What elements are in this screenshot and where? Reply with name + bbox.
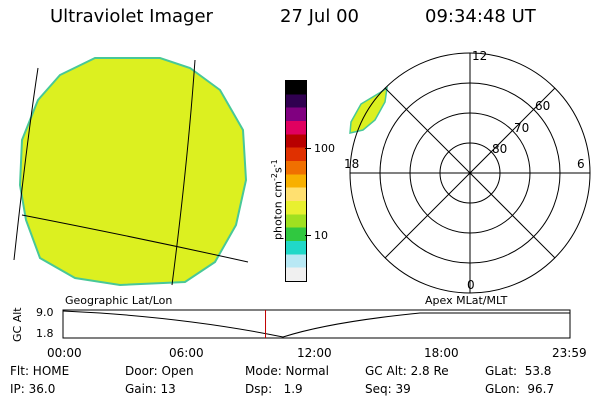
timeline-xtick: 18:00 (424, 346, 459, 360)
timeline-right-caption: Apex MLat/MLT (425, 294, 508, 307)
flight-info: Flt: HOME (10, 364, 70, 378)
latitude-line (21, 214, 249, 263)
timeline-ylabel: GC Alt (11, 307, 24, 342)
instrument-title: Ultraviolet Imager (50, 6, 213, 27)
mlt-label-0: 0 (467, 278, 475, 292)
glon-info: GLon: 96.7 (485, 382, 555, 396)
mlt-label-18: 18 (344, 157, 359, 171)
image-time: 09:34:48 UT (425, 6, 536, 27)
mlt-line (384, 87, 556, 259)
ip-info: IP: 36.0 (10, 382, 56, 396)
uv-emission-area (18, 57, 248, 287)
unit-exponent: -2 (270, 173, 279, 182)
color-scale-bar (285, 80, 307, 282)
unit-text: s (271, 167, 285, 174)
image-date: 27 Jul 00 (280, 6, 359, 27)
timeline-xtick: 00:00 (47, 346, 82, 360)
colorbar-unit-label: photon cm-2s-1 (270, 159, 285, 240)
timeline-frame (62, 309, 571, 339)
unit-text: photon cm (271, 181, 285, 240)
timeline-left-caption: Geographic Lat/Lon (65, 294, 173, 307)
altitude-curve (62, 310, 570, 338)
timeline-xtick: 23:59 (552, 346, 587, 360)
colorbar-tick-mark (305, 148, 311, 149)
longitude-line (171, 59, 196, 286)
glat-info: GLat: 53.8 (485, 364, 552, 378)
mlt-label-12: 12 (472, 49, 487, 63)
dsp-info: Dsp: 1.9 (245, 382, 303, 396)
geographic-image (13, 57, 249, 287)
timeline-ytick-9: 9.0 (36, 306, 54, 319)
mlt-label-6: 6 (577, 157, 585, 171)
gc-alt-info: GC Alt: 2.8 Re (365, 364, 449, 378)
timeline-xtick: 06:00 (169, 346, 204, 360)
seq-info: Seq: 39 (365, 382, 411, 396)
lat-label-60: 60 (535, 99, 550, 113)
colorbar-tick-10: 10 (314, 229, 328, 242)
door-info: Door: Open (125, 364, 194, 378)
lat-label-80: 80 (492, 142, 507, 156)
colorbar-tick-mark (305, 235, 311, 236)
colorbar-tick-100: 100 (314, 142, 335, 155)
gain-info: Gain: 13 (125, 382, 176, 396)
polar-plot: 12 18 6 0 60 70 80 (344, 49, 591, 294)
lat-label-70: 70 (514, 121, 529, 135)
aurora-emission (349, 86, 388, 134)
unit-exponent: -1 (270, 159, 279, 168)
mode-info: Mode: Normal (245, 364, 329, 378)
timeline-ytick-1-8: 1.8 (36, 327, 54, 340)
longitude-line (13, 67, 39, 261)
timeline-xtick: 12:00 (297, 346, 332, 360)
